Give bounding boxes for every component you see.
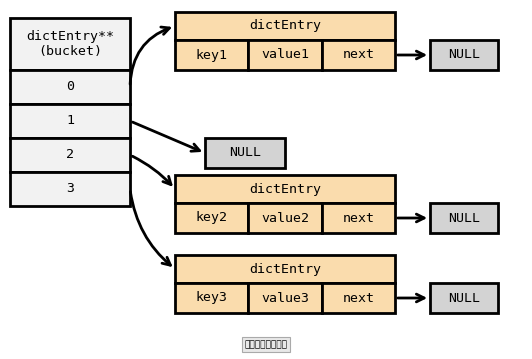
Bar: [10, 138, 130, 172]
Text: value2: value2: [261, 211, 309, 224]
Bar: [10, 70, 130, 104]
Text: dictEntry**
(bucket): dictEntry** (bucket): [26, 30, 114, 58]
Text: NULL: NULL: [448, 292, 480, 304]
Text: key2: key2: [196, 211, 228, 224]
Bar: [430, 203, 498, 233]
Bar: [175, 12, 395, 40]
Bar: [175, 40, 248, 70]
Bar: [175, 255, 395, 283]
Bar: [175, 203, 248, 233]
Text: 添加碰撞节点之前: 添加碰撞节点之前: [245, 340, 287, 349]
Text: NULL: NULL: [448, 211, 480, 224]
Text: value3: value3: [261, 292, 309, 304]
Bar: [10, 18, 130, 70]
Bar: [322, 283, 395, 313]
Text: 3: 3: [66, 182, 74, 196]
Bar: [430, 40, 498, 70]
Text: dictEntry: dictEntry: [249, 262, 321, 275]
Text: 1: 1: [66, 115, 74, 127]
Bar: [322, 40, 395, 70]
Bar: [430, 283, 498, 313]
Bar: [10, 172, 130, 206]
Bar: [205, 138, 285, 168]
Text: next: next: [342, 48, 375, 61]
Text: 0: 0: [66, 80, 74, 93]
Bar: [175, 175, 395, 203]
Text: next: next: [342, 211, 375, 224]
Bar: [248, 283, 322, 313]
Text: key1: key1: [196, 48, 228, 61]
Bar: [175, 283, 248, 313]
Bar: [322, 203, 395, 233]
Bar: [248, 203, 322, 233]
Bar: [248, 40, 322, 70]
Text: value1: value1: [261, 48, 309, 61]
Bar: [10, 104, 130, 138]
Text: key3: key3: [196, 292, 228, 304]
Text: dictEntry: dictEntry: [249, 19, 321, 33]
Text: NULL: NULL: [229, 146, 261, 159]
Text: NULL: NULL: [448, 48, 480, 61]
Text: next: next: [342, 292, 375, 304]
Text: 2: 2: [66, 149, 74, 162]
Text: dictEntry: dictEntry: [249, 182, 321, 196]
